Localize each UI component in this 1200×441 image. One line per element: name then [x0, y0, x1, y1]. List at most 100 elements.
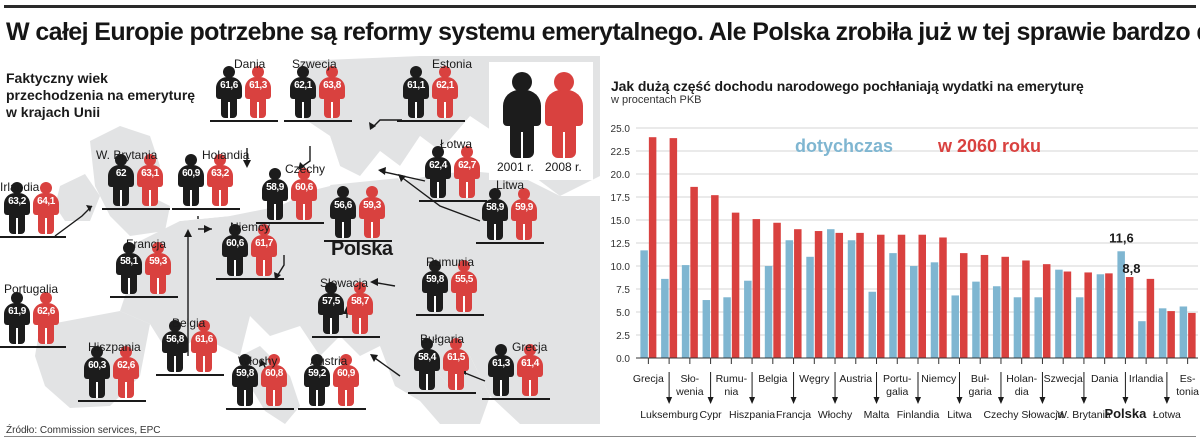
x-tick-label: Irlandia [1129, 373, 1164, 385]
country-name: Hiszpania [88, 340, 141, 354]
woman-figure-icon: 60,9 [333, 354, 359, 406]
country-marker: 58,9 59,9 [476, 188, 544, 248]
x-tick-label: galia [886, 386, 908, 398]
x-tick-label: Węgry [799, 373, 830, 385]
x-tick-label: Łotwa [1153, 409, 1181, 421]
man-figure-icon: 58,9 [262, 168, 288, 220]
country-marker: 60,3 62,6 [78, 346, 146, 406]
x-tick-label: W. Brytania [1057, 409, 1111, 421]
man-figure-icon: 58,9 [482, 188, 508, 240]
figure-pair: 59,8 55,5 [422, 260, 480, 312]
country-name: Łotwa [440, 137, 473, 151]
woman-figure-icon: 61,6 [191, 320, 217, 372]
page-headline: W całej Europie potrzebne są reformy sys… [6, 18, 1200, 46]
legend-series-2060: w 2060 roku [938, 136, 1042, 156]
bar-2060 [648, 137, 657, 358]
retirement-age-value: 62 [115, 168, 127, 179]
data-label: 11,6 [1109, 230, 1134, 245]
retirement-age-value: 61,3 [249, 80, 267, 91]
woman-figure-icon: 62,6 [113, 346, 139, 398]
figure-pair: 61,9 62,6 [4, 292, 62, 344]
bar-2060 [1125, 277, 1134, 358]
man-figure-icon: 59,8 [422, 260, 448, 312]
retirement-age-value: 58,9 [486, 202, 504, 213]
bar-dotychczas [930, 262, 939, 358]
country-marker: 61,9 62,6 [0, 292, 66, 352]
y-tick-label: 0.0 [616, 354, 630, 365]
bar-dotychczas [827, 229, 835, 358]
man-figure-icon: 59,2 [304, 354, 330, 406]
country-underline [256, 222, 324, 224]
retirement-age-value: 59,8 [426, 274, 444, 285]
bar-dotychczas [1055, 269, 1063, 358]
retirement-age-value: 59,8 [236, 368, 254, 379]
chevron-down-icon [997, 397, 1004, 404]
man-figure-icon: 60,3 [84, 346, 110, 398]
x-tick-label: Austria [839, 373, 872, 385]
bar-dotychczas [723, 297, 731, 358]
bar-2060 [918, 234, 926, 358]
retirement-age-value: 55,5 [455, 274, 473, 285]
x-tick-label: Litwa [947, 409, 972, 421]
bar-dotychczas [1013, 297, 1022, 358]
x-tick-label: Czechy [983, 409, 1019, 421]
man-figure-icon: 63,2 [4, 182, 30, 234]
retirement-age-value: 61,6 [220, 80, 238, 91]
polska-label: Polska [331, 238, 393, 260]
country-underline [408, 392, 476, 394]
man-figure-icon: 61,1 [403, 66, 429, 118]
country-underline [102, 208, 170, 210]
x-tick-label: Portu- [883, 373, 912, 385]
x-tick-label: Francja [776, 409, 811, 421]
figure-pair: 63,2 64,1 [4, 182, 62, 234]
retirement-age-value: 62,1 [294, 80, 312, 91]
country-name: Estonia [432, 57, 473, 71]
bar-2060 [669, 138, 678, 358]
x-tick-label: Luksemburg [640, 409, 698, 421]
bar-dotychczas [889, 253, 897, 358]
country-underline [78, 400, 146, 402]
retirement-age-value: 60,8 [265, 368, 283, 379]
chevron-down-icon [790, 397, 797, 404]
country-underline [298, 408, 366, 410]
country-marker: 61,3 61,4 [482, 344, 550, 404]
country-underline [172, 208, 240, 210]
retirement-age-value: 64,1 [37, 196, 55, 207]
country-marker: 61,6 61,3 [210, 66, 278, 126]
country-underline [476, 242, 544, 244]
chart-title: Jak dużą część dochodu narodowego pochła… [611, 78, 1084, 94]
chart-subtitle: w procentach PKB [611, 94, 702, 106]
x-tick-label: Finlandia [897, 409, 940, 421]
y-tick-label: 10.0 [611, 262, 631, 273]
retirement-age-value: 62,7 [458, 160, 476, 171]
bar-2060 [980, 254, 989, 358]
chevron-down-icon [1080, 397, 1087, 404]
bar-2060 [1167, 311, 1175, 358]
retirement-age-value: 63,8 [323, 80, 341, 91]
bar-dotychczas [1179, 306, 1188, 358]
bar-2060 [897, 234, 906, 358]
y-tick-label: 17.5 [611, 193, 631, 204]
bar-2060 [690, 186, 698, 358]
figure-pair: 61,3 61,4 [488, 344, 546, 396]
country-name: Czechy [285, 162, 326, 176]
country-name: Francja [126, 237, 167, 251]
bar-dotychczas [910, 266, 918, 358]
bar-2060 [959, 253, 968, 358]
bar-2060 [939, 237, 947, 358]
woman-figure-icon: 59,3 [145, 242, 171, 294]
figure-pair: 57,5 58,7 [318, 282, 376, 334]
chevron-down-icon [956, 397, 963, 404]
country-name: Holandia [202, 148, 250, 162]
man-figure-icon: 59,8 [232, 354, 258, 406]
figure-pair: 60,6 61,7 [222, 224, 280, 276]
x-tick-label: Belgia [758, 373, 787, 385]
bar-2060 [1084, 272, 1092, 358]
chevron-down-icon [666, 397, 673, 404]
x-tick-label: Malta [864, 409, 890, 421]
retirement-age-value: 59,3 [149, 256, 167, 267]
country-name: Belgia [172, 316, 206, 330]
bar-2060 [1105, 273, 1113, 358]
man-figure-icon: 56,8 [162, 320, 188, 372]
bottom-rule [4, 436, 1196, 437]
